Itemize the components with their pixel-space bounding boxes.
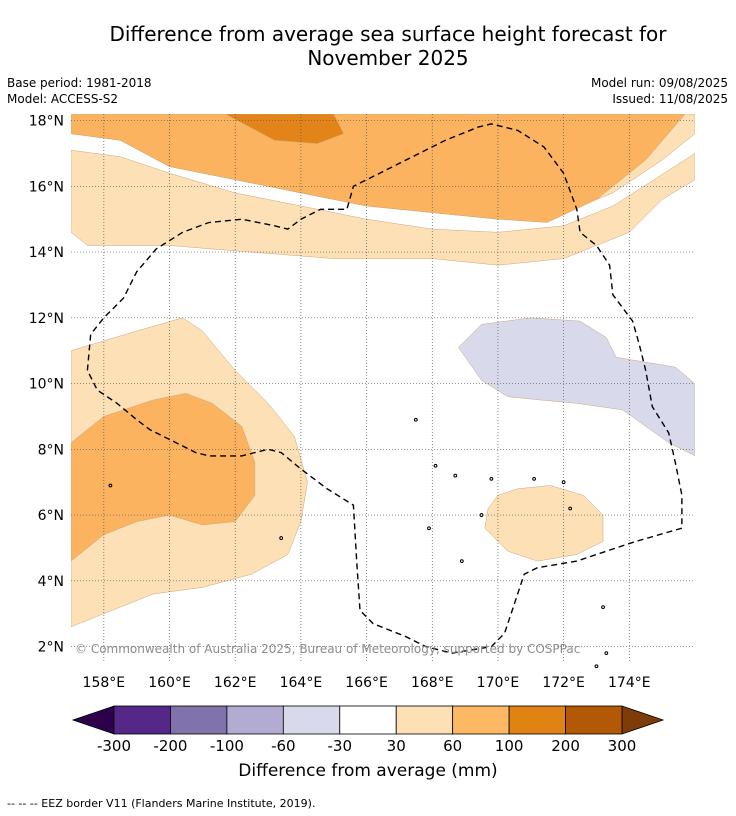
colorbar-tick-label-9: 300 — [608, 737, 637, 755]
lon-tick-label-5: 168°E — [411, 675, 454, 691]
contour-region-3-0 — [458, 317, 695, 457]
meta-right: Model run: 09/08/2025 Issued: 11/08/2025 — [591, 76, 728, 108]
latitude-labels: 2°N 4°N 6°N 8°N 10°N 12°N 14°N 16°N 18°N — [29, 114, 64, 656]
island-7 — [459, 559, 464, 563]
colorbar-swatch-2 — [226, 705, 284, 735]
colorbar-swatch-1 — [170, 705, 228, 735]
longitude-labels: 158°E 160°E 162°E 164°E 166°E 168°E 170°E 172°E… — [83, 675, 651, 691]
colorbar-swatch-7 — [508, 705, 566, 735]
colorbar: -300 -200 -100 -60 -30 30 60 100 200 300 — [71, 705, 665, 755]
colorbar-swatch-8 — [565, 705, 623, 735]
lat-tick-label-6: 14°N — [29, 245, 64, 261]
island-2 — [532, 477, 536, 481]
island-5 — [453, 473, 458, 478]
lat-tick-label-8: 18°N — [29, 114, 64, 130]
lat-tick-label-3: 8°N — [38, 442, 64, 458]
island-1 — [489, 477, 494, 481]
colorbar-swatch-0 — [113, 705, 171, 735]
islands — [108, 417, 609, 669]
colorbar-swatch-4 — [339, 705, 397, 735]
contour-region-0-3 — [484, 485, 604, 562]
forecast-map: © Commonwealth of Australia 2025, Bureau… — [29, 114, 695, 755]
lat-tick-label-4: 10°N — [29, 377, 64, 393]
contour-layer — [71, 114, 695, 628]
colorbar-tick-label-7: 100 — [495, 737, 524, 755]
base-period: Base period: 1981-2018 — [7, 76, 152, 90]
island-9 — [279, 536, 284, 540]
island-6 — [479, 513, 484, 517]
colorbar-title: Difference from average (mm) — [238, 761, 498, 781]
island-4 — [433, 463, 438, 468]
island-10 — [601, 605, 605, 610]
lon-tick-label-6: 170°E — [477, 675, 520, 691]
lat-tick-label-2: 6°N — [38, 508, 64, 524]
meta-left: Base period: 1981-2018 Model: ACCESS-S2 — [7, 76, 152, 108]
colorbar-tick-label-8: 200 — [551, 737, 580, 755]
island-0 — [108, 483, 113, 488]
lon-tick-label-7: 172°E — [542, 675, 585, 691]
title-line-2: November 2025 — [307, 46, 469, 70]
colorbar-tick-label-0: -300 — [97, 737, 131, 755]
issued-date: Issued: 11/08/2025 — [612, 92, 728, 106]
colorbar-tick-label-2: -100 — [210, 737, 244, 755]
island-13 — [427, 526, 431, 531]
colorbar-swatch-5 — [395, 705, 454, 735]
colorbar-swatch-6 — [452, 705, 510, 735]
model-name: Model: ACCESS-S2 — [7, 92, 119, 106]
colorbar-tick-label-5: 30 — [387, 737, 406, 755]
copyright-notice: © Commonwealth of Australia 2025, Bureau… — [75, 642, 580, 656]
lon-tick-label-0: 158°E — [83, 675, 126, 691]
contour-region-0-1 — [71, 149, 695, 266]
lon-tick-label-1: 160°E — [148, 675, 191, 691]
lon-tick-label-2: 162°E — [214, 675, 257, 691]
colorbar-tick-label-3: -60 — [271, 737, 296, 755]
lat-tick-label-7: 16°N — [29, 179, 64, 195]
colorbar-tick-label-1: -200 — [153, 737, 187, 755]
contour-region-2-0 — [225, 114, 344, 144]
lat-tick-label-5: 12°N — [29, 311, 64, 327]
colorbar-tick-label-6: 60 — [443, 737, 462, 755]
lat-tick-label-0: 2°N — [38, 640, 64, 656]
eez-footnote: -- -- -- EEZ border V11 (Flanders Marine… — [7, 797, 316, 810]
island-3 — [561, 480, 566, 485]
title-line-1: Difference from average sea surface heig… — [109, 22, 667, 46]
island-12 — [594, 664, 599, 669]
island-11 — [604, 651, 609, 656]
colorbar-extend-high — [621, 705, 665, 735]
colorbar-tick-label-4: -30 — [328, 737, 353, 755]
island-8 — [413, 417, 418, 422]
lon-tick-label-8: 174°E — [608, 675, 651, 691]
contour-region-1-0 — [71, 114, 686, 223]
colorbar-extend-low — [71, 705, 115, 735]
lon-tick-label-4: 166°E — [345, 675, 388, 691]
graticule — [71, 114, 695, 663]
contour-region-1-1 — [71, 393, 256, 562]
lon-tick-label-3: 164°E — [280, 675, 323, 691]
model-run: Model run: 09/08/2025 — [590, 76, 728, 90]
island-14 — [568, 506, 573, 511]
colorbar-swatch-3 — [282, 705, 341, 735]
figure-title: Difference from average sea surface heig… — [40, 22, 736, 70]
lat-tick-label-1: 4°N — [38, 574, 64, 590]
